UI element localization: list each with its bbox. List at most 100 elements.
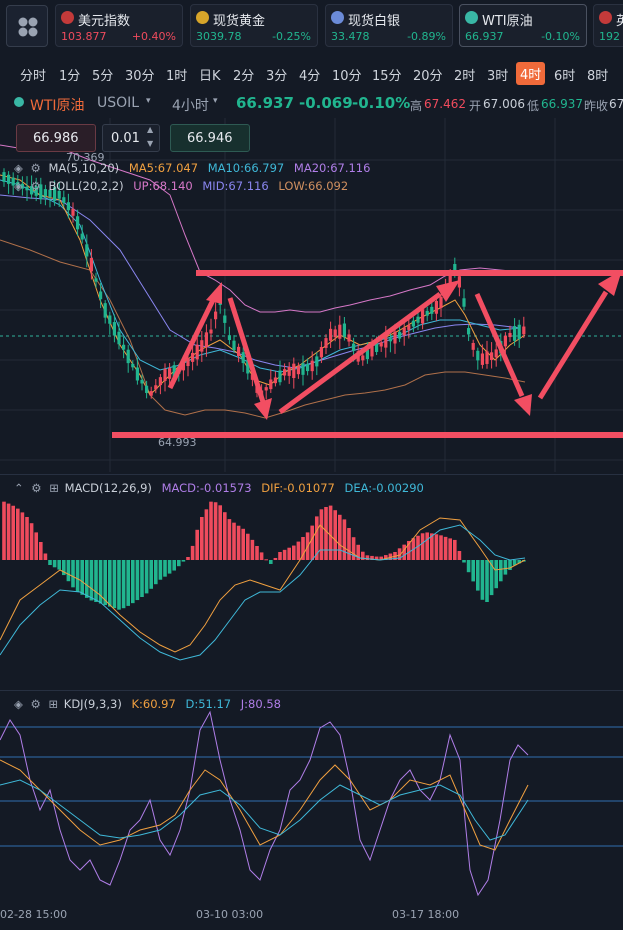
tf-item[interactable]: 5分: [92, 69, 114, 84]
macd-bar: [328, 505, 333, 560]
tf-item[interactable]: 15分: [372, 69, 402, 84]
tf-item[interactable]: 日K: [199, 69, 221, 84]
candle-body: [66, 202, 70, 211]
macd-bar: [388, 553, 393, 560]
tf-item[interactable]: 10分: [332, 69, 362, 84]
x-axis-label: 03-10 03:00: [196, 908, 263, 921]
collapse-icon[interactable]: ⌃: [14, 481, 24, 495]
candle-body: [131, 363, 135, 368]
candle-body: [398, 331, 402, 339]
tf-item[interactable]: 分时: [20, 69, 47, 84]
candlestick-chart[interactable]: 70.369 64.993: [0, 118, 623, 472]
macd-bar: [448, 538, 452, 560]
macd-value: MACD:-0.01573: [161, 481, 252, 495]
settings-icon[interactable]: ⚙: [30, 697, 41, 711]
tf-item[interactable]: 6时: [554, 69, 576, 84]
tf-item[interactable]: 3时: [487, 69, 509, 84]
ticker-wti[interactable]: WTI原油 66.937 -0.10%: [459, 4, 587, 47]
eye-icon[interactable]: ◈: [14, 179, 23, 193]
sell-price-box[interactable]: 66.986: [16, 124, 96, 152]
tf-item[interactable]: 8时: [587, 69, 609, 84]
settings-icon[interactable]: ⚙: [30, 161, 41, 175]
candle-body: [25, 186, 29, 191]
ticker-name: 现货白银: [348, 14, 401, 29]
increase-icon[interactable]: ▲: [147, 125, 154, 134]
eye-icon[interactable]: ◈: [14, 161, 23, 175]
quote-header: WTI原油 USOIL ▾ 4小时 ▾ 66.937 -0.069 -0.10%…: [0, 94, 623, 116]
candle-body: [338, 324, 342, 339]
candle-body: [53, 187, 57, 201]
macd-bar: [466, 560, 471, 573]
macd-bar: [11, 505, 15, 560]
macd-bar: [443, 536, 448, 560]
tf-item[interactable]: 20分: [413, 69, 443, 84]
candle-body: [301, 363, 305, 375]
candle-body: [241, 352, 245, 364]
buy-price-box[interactable]: 66.946: [170, 124, 250, 152]
macd-panel[interactable]: ⌃ ⚙ ⊞ MACD(12,26,9) MACD:-0.01573 DIF:-0…: [0, 474, 623, 691]
macd-bar: [397, 548, 402, 560]
macd-bar: [52, 560, 57, 568]
macd-bar: [517, 560, 521, 564]
eye-icon[interactable]: ◈: [14, 697, 23, 711]
macd-bar: [462, 560, 466, 563]
tf-item[interactable]: 2时: [454, 69, 476, 84]
max-price-label: 70.369: [66, 151, 105, 164]
macd-label: MACD(12,26,9): [64, 481, 152, 495]
ticker-dxy[interactable]: 美元指数 103.877 +0.40%: [55, 4, 183, 47]
ticker-name: WTI原油: [482, 14, 533, 29]
settings-icon[interactable]: ⚙: [31, 481, 42, 495]
candle-body: [204, 332, 208, 348]
ticker-gold[interactable]: 现货黄金 3039.78 -0.25%: [190, 4, 318, 47]
lot-size-input[interactable]: 0.01 ▲ ▼: [102, 124, 160, 152]
kdj-panel[interactable]: ◈ ⚙ ⊞ KDJ(9,3,3) K:60.97 D:51.17 J:80.58: [0, 690, 623, 930]
kdj-legend: ◈ ⚙ ⊞ KDJ(9,3,3) K:60.97 D:51.17 J:80.58: [14, 697, 281, 711]
settings-icon[interactable]: ⚙: [30, 179, 41, 193]
tf-item[interactable]: 4分: [299, 69, 321, 84]
tf-item[interactable]: 1分: [59, 69, 81, 84]
d-line: [0, 779, 529, 841]
macd-bar: [282, 549, 287, 560]
boll-up-value: UP:68.140: [133, 179, 193, 193]
candle-body: [154, 385, 158, 390]
macd-bar: [296, 541, 301, 560]
expand-icon[interactable]: ⊞: [48, 697, 59, 711]
tf-item[interactable]: 3分: [266, 69, 288, 84]
expand-icon[interactable]: ⊞: [49, 481, 59, 495]
candle-body: [195, 344, 199, 360]
open-value: 67.006: [483, 97, 525, 111]
chevron-down-icon[interactable]: ▾: [213, 96, 218, 106]
macd-bar: [167, 560, 172, 574]
macd-bar: [269, 560, 273, 564]
period-select[interactable]: 4小时: [172, 98, 209, 114]
candle-body: [16, 181, 20, 186]
tf-item[interactable]: 1时: [166, 69, 188, 84]
ticker-silver[interactable]: 现货白银 33.478 -0.89%: [325, 4, 453, 47]
macd-bar: [94, 560, 98, 602]
macd-bar: [351, 537, 356, 560]
high-label: 高: [410, 99, 423, 113]
macd-bar: [333, 510, 337, 560]
macd-bar: [131, 560, 135, 604]
macd-bar: [34, 532, 38, 560]
candle-body: [227, 335, 231, 341]
macd-bar: [430, 533, 434, 560]
tf-item-selected[interactable]: 4时: [516, 62, 546, 85]
candle-body: [200, 340, 204, 352]
macd-bar: [121, 560, 126, 609]
grid-menu-button[interactable]: [6, 5, 48, 47]
decrease-icon[interactable]: ▼: [147, 139, 154, 148]
ticker-gbp[interactable]: 英 192: [593, 4, 623, 47]
tf-item[interactable]: 2分: [233, 69, 255, 84]
macd-bar: [181, 560, 186, 562]
chevron-down-icon[interactable]: ▾: [146, 96, 151, 106]
tf-item[interactable]: 30分: [125, 69, 155, 84]
ticker-price: 33.478: [331, 30, 370, 43]
candle-body: [379, 342, 383, 347]
candle-body: [430, 306, 434, 314]
ticker-name: 美元指数: [78, 14, 131, 29]
candle-body: [264, 387, 268, 391]
symbol-name[interactable]: WTI原油: [30, 98, 85, 114]
macd-bar: [144, 560, 149, 594]
x-axis-label: 02-28 15:00: [0, 908, 67, 921]
